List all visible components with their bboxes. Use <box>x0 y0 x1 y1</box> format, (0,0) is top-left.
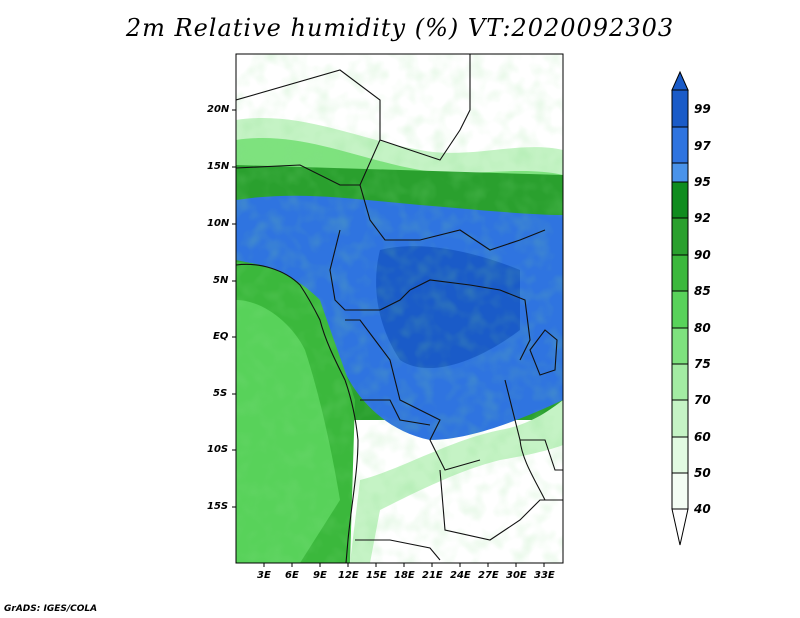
colorbar-label: 92 <box>694 211 711 225</box>
colorbar-label: 85 <box>694 284 711 298</box>
colorbar-label: 70 <box>694 393 711 407</box>
colorbar-label: 95 <box>694 175 711 189</box>
colorbar-label: 40 <box>694 502 711 516</box>
colorbar-label: 99 <box>694 102 711 116</box>
lat-label: 10N <box>207 218 230 229</box>
lon-label: 33E <box>534 570 555 581</box>
lat-label: 15N <box>207 161 230 172</box>
lon-label: 21E <box>422 570 443 581</box>
lon-label: 30E <box>506 570 527 581</box>
lat-label: 10S <box>207 444 229 455</box>
colorbar <box>671 70 689 546</box>
lon-label: 18E <box>394 570 415 581</box>
colorbar-label: 60 <box>694 430 711 444</box>
lat-label: 20N <box>207 104 230 115</box>
lon-label: 15E <box>366 570 387 581</box>
lon-label: 9E <box>313 570 327 581</box>
lat-label: 5S <box>213 388 228 399</box>
humidity-field <box>236 54 563 563</box>
lat-label: EQ <box>213 331 229 342</box>
colorbar-label: 90 <box>694 248 711 262</box>
lon-label: 12E <box>338 570 359 581</box>
lon-label: 3E <box>257 570 271 581</box>
lat-label: 5N <box>213 275 229 286</box>
lon-label: 27E <box>478 570 499 581</box>
lon-label: 24E <box>450 570 471 581</box>
colorbar-bottom-arrow <box>671 508 689 546</box>
credit-text: GrADS: IGES/COLA <box>4 604 98 614</box>
lon-label: 6E <box>285 570 299 581</box>
colorbar-label: 50 <box>694 466 711 480</box>
map-frame <box>235 53 564 564</box>
colorbar-label: 80 <box>694 321 711 335</box>
colorbar-top-arrow <box>671 70 689 91</box>
colorbar-label: 75 <box>694 357 711 371</box>
colorbar-label: 97 <box>694 139 711 153</box>
lat-label: 15S <box>207 501 229 512</box>
map-title: 2m Relative humidity (%) VT:2020092303 <box>125 14 675 42</box>
